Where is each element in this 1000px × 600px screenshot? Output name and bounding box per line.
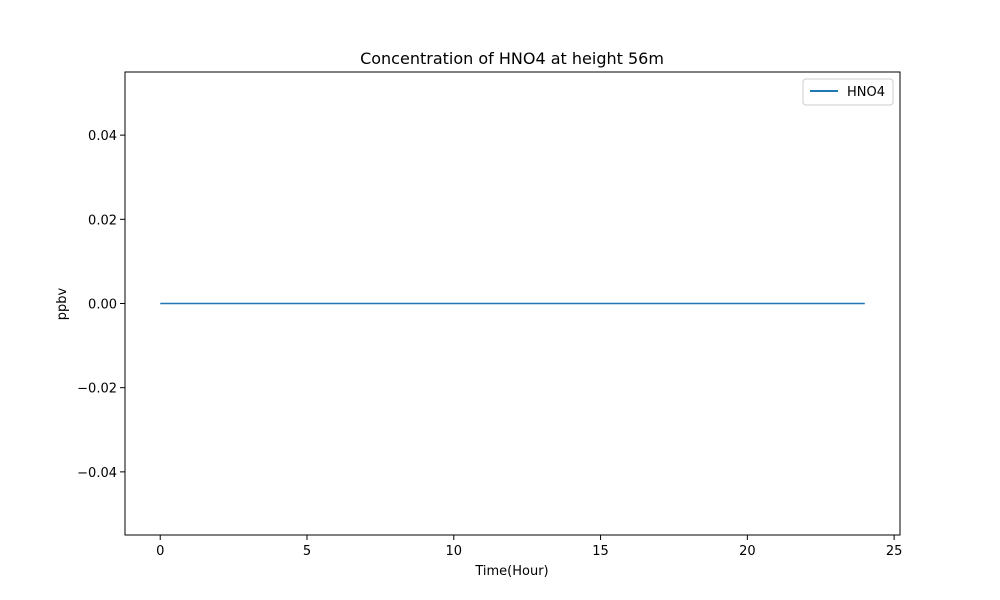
y-tick-label: −0.02 — [77, 382, 117, 397]
x-tick-label: 10 — [446, 544, 463, 559]
y-tick-label: 0.04 — [88, 129, 117, 144]
x-tick-label: 0 — [156, 544, 164, 559]
x-tick-label: 20 — [739, 544, 756, 559]
y-axis: −0.04 −0.02 0.00 0.02 0.04 — [77, 129, 125, 481]
y-tick-label: 0.02 — [88, 213, 117, 228]
legend-box — [802, 78, 894, 106]
x-tick-label: 5 — [303, 544, 311, 559]
x-tick-label: 25 — [886, 544, 903, 559]
x-axis-label: Time(Hour) — [474, 564, 548, 579]
y-tick-label: −0.04 — [77, 466, 117, 481]
chart-title: Concentration of HNO4 at height 56m — [360, 49, 664, 68]
x-axis: 0 5 10 15 20 25 — [156, 535, 902, 559]
y-tick-label: 0.00 — [88, 298, 117, 313]
legend-label-hno4: HNO4 — [847, 85, 885, 100]
legend: HNO4 — [802, 78, 894, 106]
x-tick-label: 15 — [592, 544, 609, 559]
y-axis-label: ppbv — [55, 287, 70, 320]
